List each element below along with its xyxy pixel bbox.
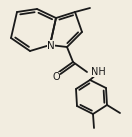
Text: O: O <box>52 72 60 82</box>
Text: N: N <box>47 41 55 51</box>
Text: NH: NH <box>91 67 106 77</box>
